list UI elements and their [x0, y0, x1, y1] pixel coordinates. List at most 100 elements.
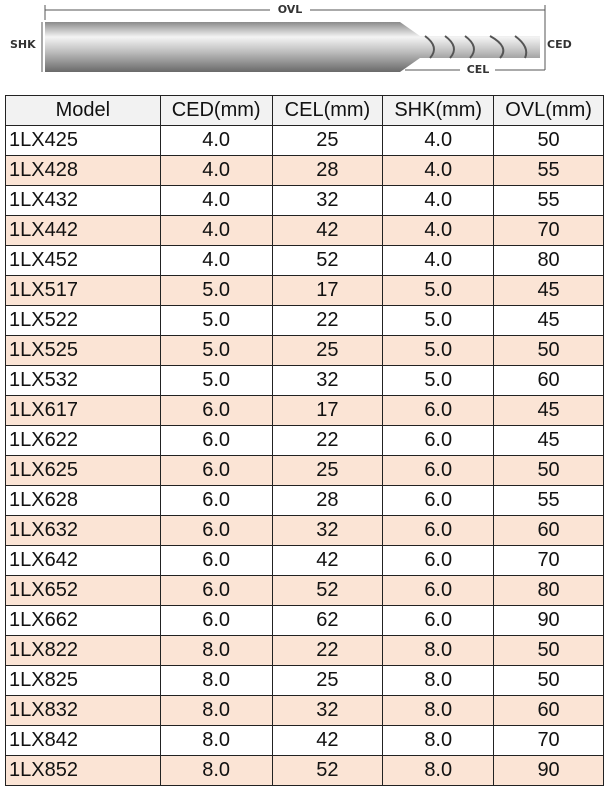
table-row: 1LX825 8.0 25 8.0 50 [5, 665, 604, 696]
cell: 28 [271, 155, 384, 186]
cell: 32 [271, 515, 384, 546]
cell: 62 [271, 605, 384, 636]
cell: 50 [493, 635, 604, 666]
ovl-label: OVL [278, 3, 303, 16]
table-row: 1LX852 8.0 52 8.0 90 [5, 755, 604, 786]
cell: 42 [271, 725, 384, 756]
cell: 50 [493, 125, 604, 156]
cell: 42 [271, 545, 384, 576]
cell: 70 [493, 725, 604, 756]
table-row: 1LX628 6.0 28 6.0 55 [5, 485, 604, 516]
cell: 5.0 [382, 335, 495, 366]
flute-lines [424, 35, 528, 59]
ced-label: CED [547, 38, 572, 51]
cell: 52 [271, 575, 384, 606]
cell: 6.0 [159, 395, 273, 426]
cell: 80 [493, 245, 604, 276]
header-cell: Model [5, 95, 161, 126]
cell: 32 [271, 695, 384, 726]
table-row: 1LX428 4.0 28 4.0 55 [5, 155, 604, 186]
cell: 6.0 [159, 545, 273, 576]
cell: 1LX822 [5, 635, 161, 666]
table-row: 1LX517 5.0 17 5.0 45 [5, 275, 604, 306]
table-row: 1LX662 6.0 62 6.0 90 [5, 605, 604, 636]
spec-table: Model CED(mm) CEL(mm) SHK(mm) OVL(mm) 1LX425 4… [5, 95, 604, 786]
cell: 6.0 [159, 515, 273, 546]
cell: 5.0 [159, 305, 273, 336]
table-row: 1LX842 8.0 42 8.0 70 [5, 725, 604, 756]
cell: 32 [271, 185, 384, 216]
header-cell: CEL(mm) [271, 95, 384, 126]
cell: 4.0 [159, 215, 273, 246]
table-row: 1LX822 8.0 22 8.0 50 [5, 635, 604, 666]
cell: 8.0 [382, 755, 495, 786]
cell: 4.0 [159, 245, 273, 276]
table-row: 1LX642 6.0 42 6.0 70 [5, 545, 604, 576]
cell: 1LX632 [5, 515, 161, 546]
cell: 60 [493, 365, 604, 396]
table-row: 1LX452 4.0 52 4.0 80 [5, 245, 604, 276]
cell: 1LX532 [5, 365, 161, 396]
table-row: 1LX522 5.0 22 5.0 45 [5, 305, 604, 336]
cell: 1LX617 [5, 395, 161, 426]
flute [400, 22, 540, 72]
cell: 8.0 [159, 635, 273, 666]
header-cell: OVL(mm) [493, 95, 604, 126]
cell: 6.0 [382, 575, 495, 606]
table-row: 1LX622 6.0 22 6.0 45 [5, 425, 604, 456]
cell: 17 [271, 395, 384, 426]
header-cell: CED(mm) [159, 95, 273, 126]
cell: 5.0 [382, 365, 495, 396]
cell: 70 [493, 545, 604, 576]
cell: 90 [493, 755, 604, 786]
cell: 8.0 [159, 755, 273, 786]
cell: 50 [493, 455, 604, 486]
cell: 42 [271, 215, 384, 246]
cell: 1LX432 [5, 185, 161, 216]
cell: 4.0 [382, 215, 495, 246]
cell: 8.0 [159, 665, 273, 696]
cell: 6.0 [159, 575, 273, 606]
cell: 5.0 [382, 275, 495, 306]
cell: 4.0 [382, 155, 495, 186]
cell: 1LX525 [5, 335, 161, 366]
cell: 5.0 [159, 365, 273, 396]
cell: 1LX662 [5, 605, 161, 636]
cell: 60 [493, 515, 604, 546]
cell: 1LX425 [5, 125, 161, 156]
cell: 45 [493, 305, 604, 336]
cell: 1LX442 [5, 215, 161, 246]
cell: 8.0 [382, 635, 495, 666]
cell: 1LX852 [5, 755, 161, 786]
cell: 6.0 [382, 515, 495, 546]
cel-label: CEL [467, 63, 490, 76]
cell: 32 [271, 365, 384, 396]
cell: 8.0 [382, 725, 495, 756]
table-row: 1LX425 4.0 25 4.0 50 [5, 125, 604, 156]
cell: 50 [493, 335, 604, 366]
cell: 25 [271, 335, 384, 366]
cell: 8.0 [159, 725, 273, 756]
cell: 8.0 [159, 695, 273, 726]
cell: 45 [493, 275, 604, 306]
header-cell: SHK(mm) [382, 95, 495, 126]
cell: 55 [493, 155, 604, 186]
table-row: 1LX625 6.0 25 6.0 50 [5, 455, 604, 486]
cell: 52 [271, 755, 384, 786]
cell: 90 [493, 605, 604, 636]
cell: 1LX832 [5, 695, 161, 726]
cell: 8.0 [382, 665, 495, 696]
cell: 22 [271, 305, 384, 336]
table-row: 1LX532 5.0 32 5.0 60 [5, 365, 604, 396]
tool-diagram: OVL SHK CED CEL [10, 3, 572, 76]
cell: 1LX622 [5, 425, 161, 456]
cell: 4.0 [159, 185, 273, 216]
cell: 45 [493, 395, 604, 426]
cell: 1LX517 [5, 275, 161, 306]
cell: 5.0 [382, 305, 495, 336]
cell: 6.0 [159, 425, 273, 456]
table-row: 1LX632 6.0 32 6.0 60 [5, 515, 604, 546]
cell: 25 [271, 665, 384, 696]
cell: 5.0 [159, 335, 273, 366]
cell: 1LX522 [5, 305, 161, 336]
